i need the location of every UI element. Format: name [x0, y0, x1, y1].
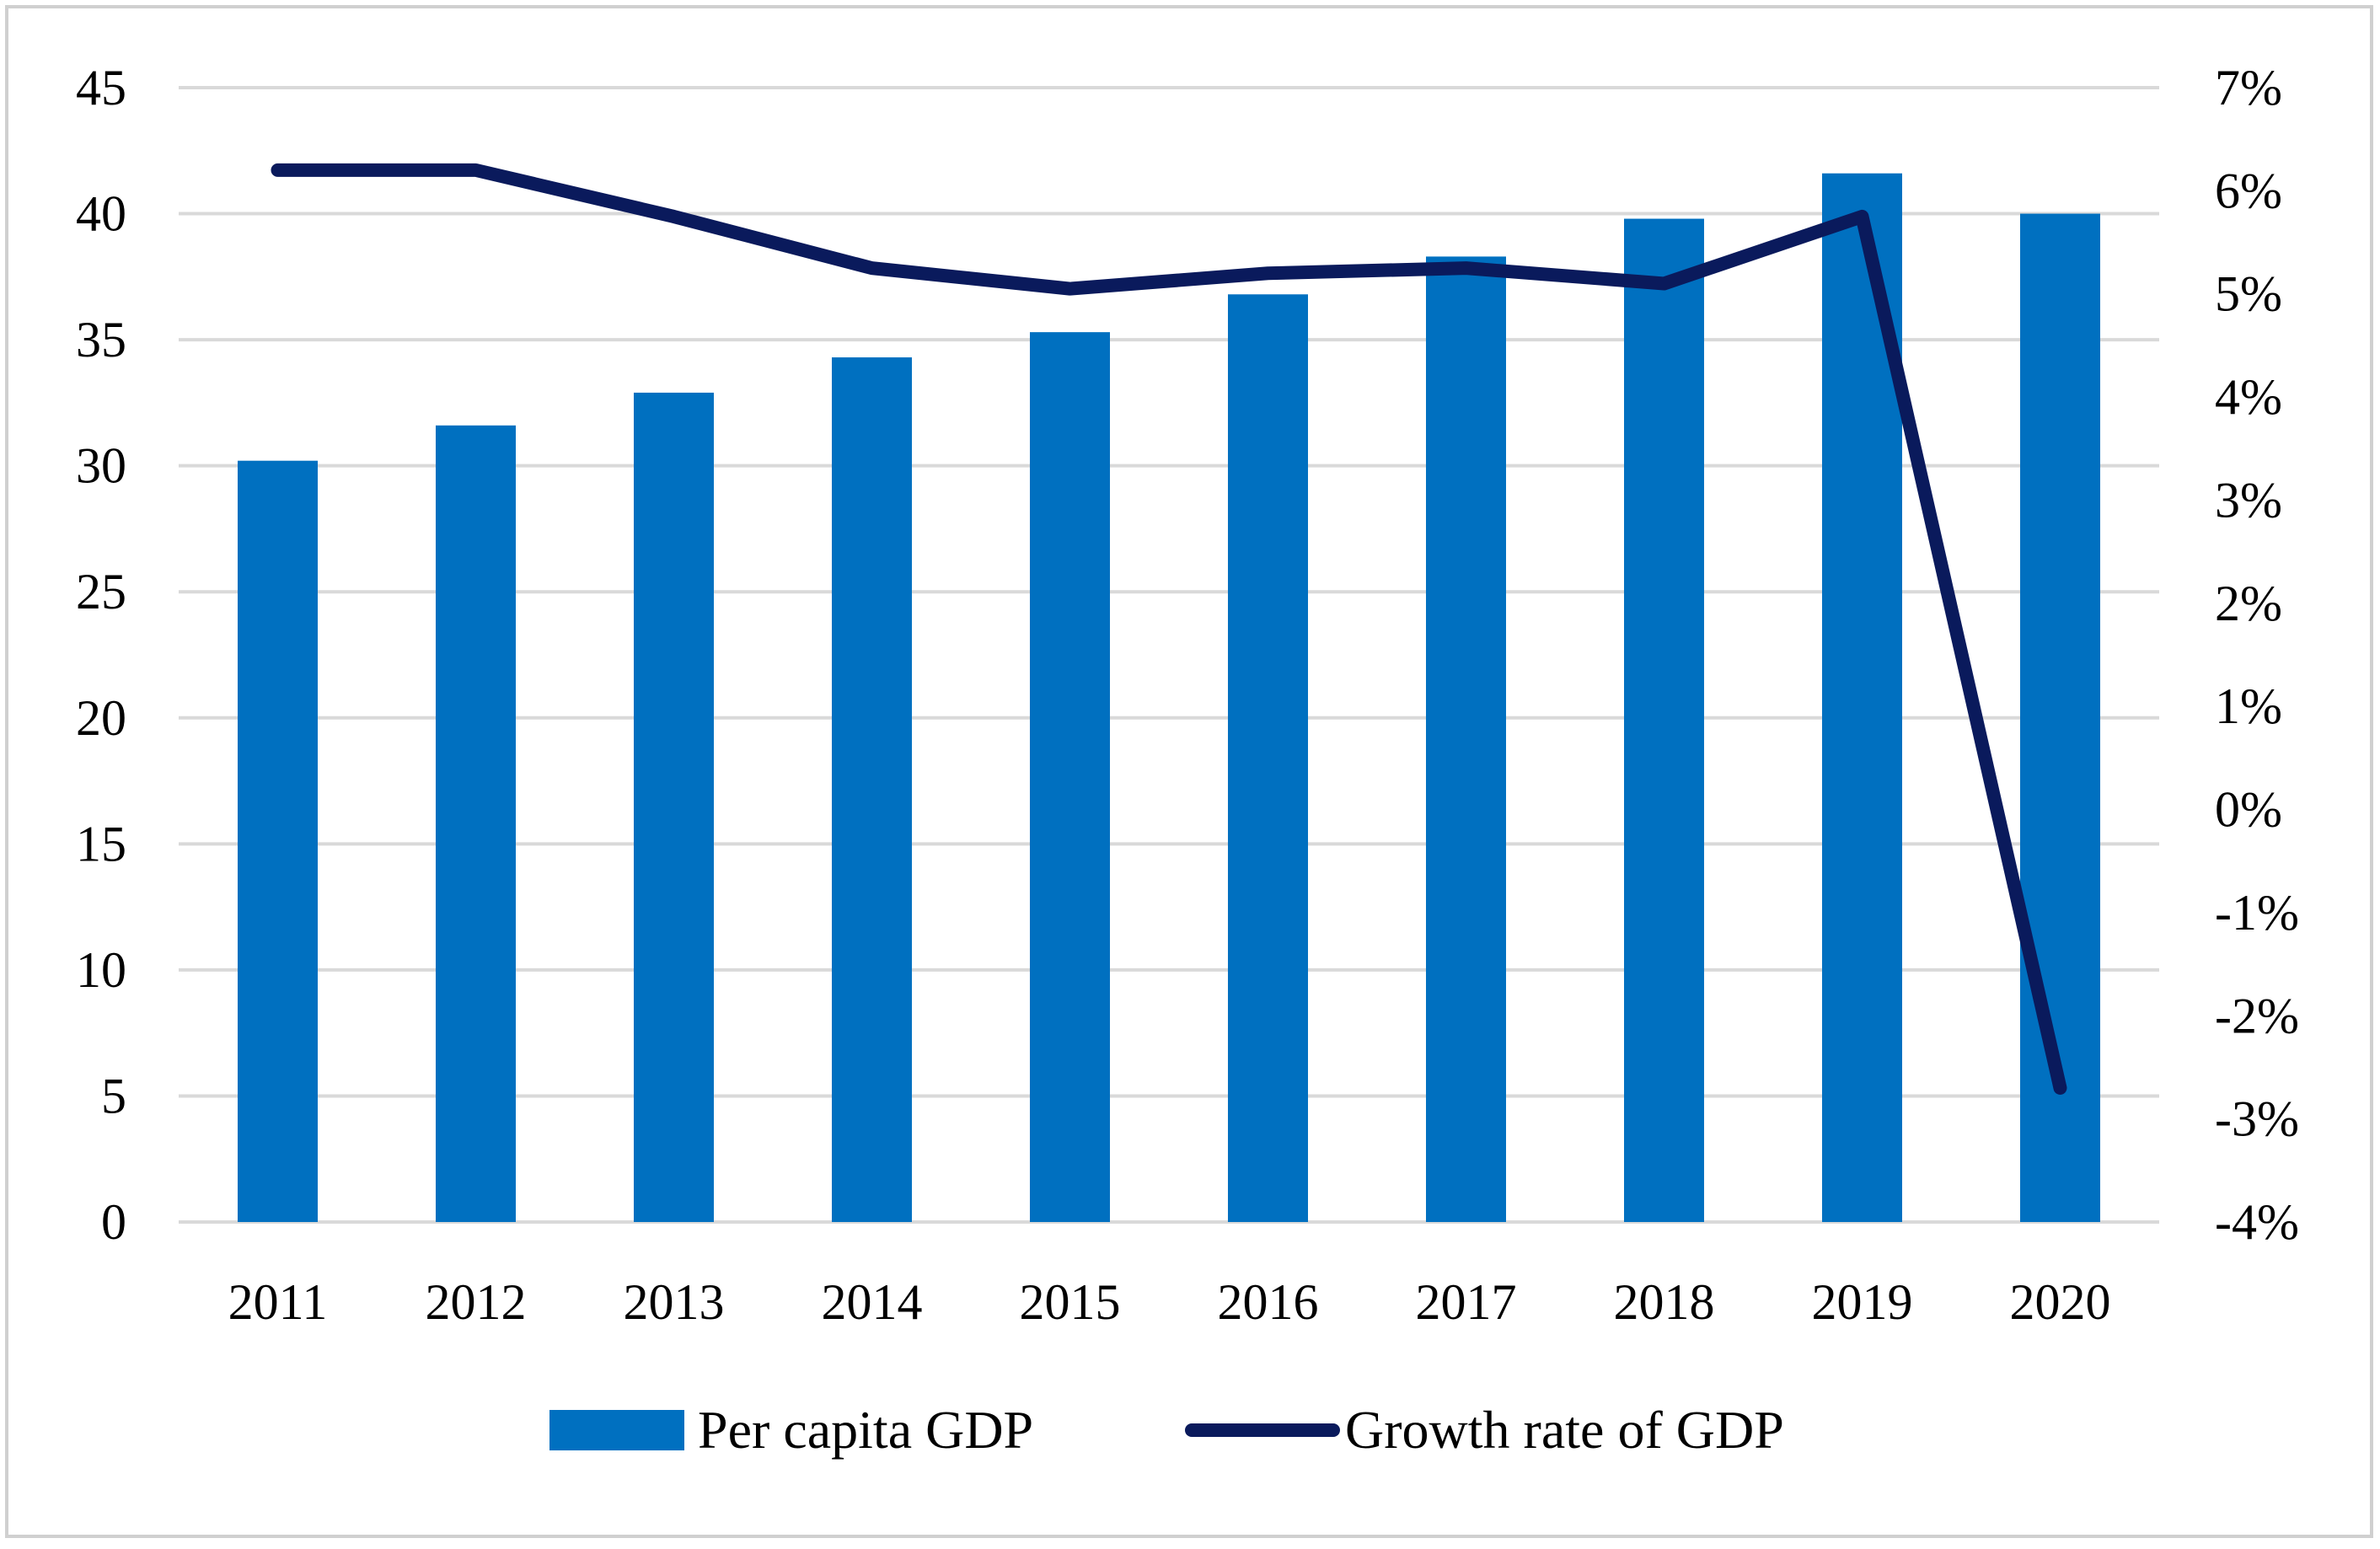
y-left-tick-label: 25: [76, 564, 126, 619]
y-axis-left: 0 5 10 15 20 25 30 35 40 45: [76, 60, 126, 1250]
y-left-tick-label: 10: [76, 942, 126, 998]
bar-2011: [238, 460, 318, 1222]
legend: Per capita GDP Growth rate of GDP: [549, 1400, 1784, 1460]
bar-2016: [1228, 294, 1308, 1222]
x-tick-label: 2014: [822, 1274, 923, 1330]
x-tick-label: 2013: [624, 1274, 725, 1330]
growth-point-2019: [1861, 215, 1863, 217]
bar-2013: [634, 392, 714, 1222]
y-right-tick-label: -1%: [2215, 885, 2299, 941]
y-right-tick-label: 4%: [2215, 369, 2282, 425]
x-tick-label: 2015: [1020, 1274, 1121, 1330]
y-right-tick-label: 0%: [2215, 782, 2282, 838]
growth-point-2015: [1069, 287, 1071, 290]
y-left-tick-label: 20: [76, 690, 126, 746]
bar-series: [238, 173, 2100, 1223]
growth-point-2013: [673, 215, 675, 217]
y-right-tick-label: 2%: [2215, 576, 2282, 631]
legend-label-line: Growth rate of GDP: [1345, 1400, 1784, 1460]
y-left-tick-label: 35: [76, 312, 126, 367]
x-tick-label: 2011: [228, 1274, 328, 1330]
y-right-tick-label: 6%: [2215, 163, 2282, 218]
y-left-tick-label: 0: [101, 1194, 126, 1250]
y-left-tick-label: 30: [76, 438, 126, 494]
x-tick-label: 2020: [2010, 1274, 2111, 1330]
y-left-tick-label: 15: [76, 816, 126, 871]
line-series: [271, 163, 2067, 1095]
y-right-tick-label: 5%: [2215, 266, 2282, 322]
x-tick-label: 2019: [1812, 1274, 1913, 1330]
bar-2020: [2020, 213, 2100, 1223]
x-tick-label: 2016: [1218, 1274, 1319, 1330]
y-right-tick-label: -4%: [2215, 1194, 2299, 1250]
x-tick-label: 2012: [426, 1274, 527, 1330]
growth-point-2014: [871, 267, 873, 270]
y-left-tick-label: 45: [76, 60, 126, 115]
legend-bar-swatch: [549, 1410, 684, 1450]
bar-2014: [832, 357, 912, 1223]
y-left-tick-label: 40: [76, 186, 126, 242]
legend-label-bars: Per capita GDP: [698, 1400, 1033, 1460]
growth-point-2018: [1663, 282, 1665, 285]
x-tick-label: 2018: [1614, 1274, 1715, 1330]
growth-point-2020: [2059, 1086, 2061, 1089]
growth-point-2017: [1465, 267, 1467, 270]
x-axis: 2011 2012 2013 2014 2015 2016 2017 2018 2019 2020: [228, 1274, 2111, 1330]
y-right-tick-label: -2%: [2215, 988, 2299, 1043]
growth-rate-line: [271, 163, 2067, 1095]
bar-2017: [1426, 256, 1506, 1223]
growth-point-2011: [276, 169, 279, 171]
x-tick-label: 2017: [1416, 1274, 1517, 1330]
y-axis-right: -4% -3% -2% -1% 0% 1% 2% 3% 4% 5% 6% 7%: [2215, 60, 2299, 1250]
y-right-tick-label: 1%: [2215, 678, 2282, 734]
bar-2015: [1030, 332, 1110, 1222]
growth-point-2016: [1267, 272, 1269, 275]
y-right-tick-label: 3%: [2215, 472, 2282, 528]
y-right-tick-label: -3%: [2215, 1091, 2299, 1147]
chart-border: [5, 5, 2373, 1538]
growth-point-2012: [474, 169, 477, 171]
y-left-tick-label: 5: [101, 1068, 126, 1123]
bar-2012: [436, 425, 516, 1222]
bar-2018: [1624, 218, 1704, 1222]
y-right-tick-label: 7%: [2215, 60, 2282, 115]
